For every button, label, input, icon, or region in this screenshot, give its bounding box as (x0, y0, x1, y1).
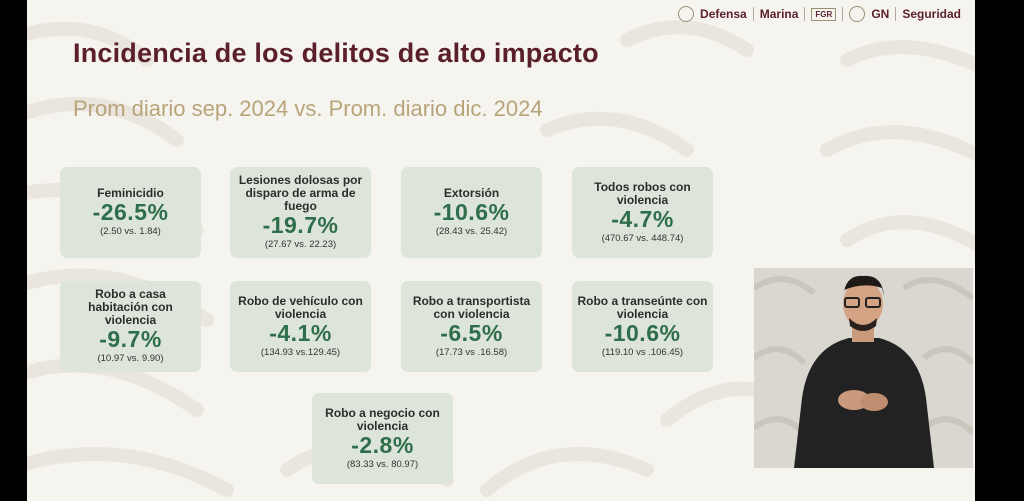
card-label: Robo a transportista con violencia (412, 293, 531, 321)
stat-card-robo-vehiculo: Robo de vehículo con violencia -4.1% (13… (230, 281, 371, 372)
emblem-icon (678, 6, 695, 22)
stat-card-todos-robos: Todos robos con violencia -4.7% (470.67 … (572, 167, 713, 258)
card-percent: -19.7% (262, 212, 339, 238)
logo-marina: Marina (759, 7, 799, 21)
card-percent: -26.5% (92, 199, 169, 225)
logo-separator (895, 7, 897, 21)
stat-card-lesiones: Lesiones dolosas por disparo de arma de … (230, 167, 371, 258)
card-comparison: (27.67 vs. 22.23) (264, 239, 337, 250)
stat-card-robo-negocio: Robo a negocio con violencia -2.8% (83.3… (312, 393, 453, 484)
logo-seguridad: Seguridad (902, 7, 961, 21)
card-label: Feminicidio (97, 186, 164, 200)
card-comparison: (2.50 vs. 1.84) (100, 226, 161, 237)
card-label: Robo de vehículo con violencia (238, 293, 363, 321)
card-label: Todos robos con violencia (594, 179, 691, 207)
card-percent: -10.6% (604, 319, 681, 346)
slide-title: Incidencia de los delitos de alto impact… (73, 38, 599, 68)
stat-card-robo-casa: Robo a casa habitación con violencia -9.… (60, 281, 201, 372)
presentation-slide: Defensa Marina FGR GN Seguridad Incidenc… (27, 0, 975, 501)
logo-gn: GN (871, 7, 890, 21)
logo-separator (752, 7, 754, 21)
card-comparison: (28.43 vs. 25.42) (435, 226, 508, 237)
card-percent: -9.7% (99, 326, 162, 352)
card-comparison: (17.73 vs .16.58) (435, 346, 508, 358)
card-label: Robo a transeúnte con violencia (577, 293, 708, 321)
card-label: Lesiones dolosas por disparo de arma de … (238, 173, 363, 213)
card-label: Robo a casa habitación con violencia (88, 287, 173, 327)
card-percent: -6.5% (440, 319, 503, 346)
logo-fgr: FGR (811, 7, 837, 21)
card-comparison: (470.67 vs. 448.74) (601, 232, 684, 244)
card-label: Extorsión (443, 186, 500, 200)
card-percent: -4.1% (269, 319, 332, 346)
stat-card-robo-transeunte: Robo a transeúnte con violencia -10.6% (… (572, 281, 713, 372)
interpreter-figure (754, 275, 973, 468)
gn-emblem-icon (849, 6, 866, 22)
card-comparison: (134.93 vs.129.45) (260, 346, 341, 358)
slide-subtitle: Prom diario sep. 2024 vs. Prom. diario d… (73, 96, 543, 121)
stat-card-feminicidio: Feminicidio -26.5% (2.50 vs. 1.84) (60, 167, 201, 258)
header-logos: Defensa Marina FGR GN Seguridad (678, 6, 961, 22)
card-comparison: (10.97 vs. 9.90) (97, 353, 164, 364)
card-label: Robo a negocio con violencia (325, 405, 440, 433)
stat-card-extorsion: Extorsión -10.6% (28.43 vs. 25.42) (401, 167, 542, 258)
logo-separator (804, 7, 806, 21)
card-percent: -4.7% (611, 205, 674, 232)
card-percent: -2.8% (351, 431, 414, 458)
stat-card-robo-transportista: Robo a transportista con violencia -6.5%… (401, 281, 542, 372)
card-comparison: (119.10 vs .106.45) (601, 346, 684, 358)
interpreter-video (754, 268, 973, 468)
card-percent: -10.6% (433, 199, 510, 225)
logo-separator (842, 7, 844, 21)
logo-defensa: Defensa (700, 7, 747, 21)
card-comparison: (83.33 vs. 80.97) (346, 458, 419, 470)
